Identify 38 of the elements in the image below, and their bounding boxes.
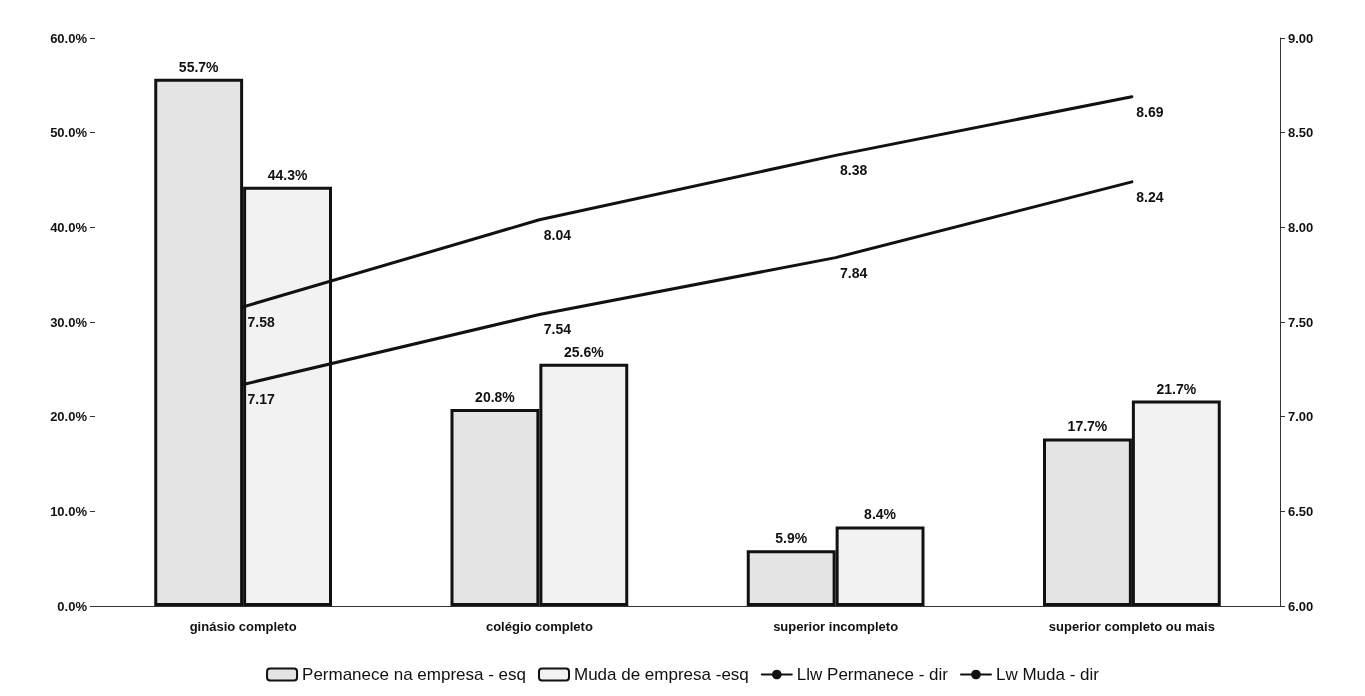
x-tick-label: ginásio completo <box>189 619 297 634</box>
y2-tick-label: 6.00 <box>1288 598 1314 614</box>
data-label: 25.6% <box>563 343 605 360</box>
y2-tick-label: 9.00 <box>1288 30 1314 46</box>
legend-label: Lw Muda - dir <box>995 665 1100 684</box>
data-label: 17.7% <box>1067 418 1108 435</box>
y-tick-label: 20.0% <box>50 409 88 425</box>
x-tick-label: superior incompleto <box>773 619 899 634</box>
data-label: 5.9% <box>775 530 808 547</box>
data-label: 55.7% <box>178 58 220 75</box>
data-label: 8.69 <box>1136 103 1164 120</box>
data-label: 20.8% <box>475 389 516 406</box>
data-label: 44.3% <box>267 166 308 183</box>
y2-tick-label: 8.00 <box>1288 219 1314 235</box>
legend-label: Permanece na empresa - esq <box>302 665 526 684</box>
data-label: 7.17 <box>247 391 275 408</box>
data-label: 7.84 <box>840 264 868 281</box>
x-tick-label: colégio completo <box>485 619 593 634</box>
y-tick-label: 50.0% <box>50 125 88 141</box>
data-label: 21.7% <box>1156 380 1197 397</box>
y-tick-label: 30.0% <box>50 314 88 330</box>
y-tick-label: 10.0% <box>50 503 88 519</box>
y2-tick-label: 8.50 <box>1288 125 1314 141</box>
y-tick-label: 0.0% <box>57 598 88 614</box>
x-tick-label: superior completo ou mais <box>1048 619 1215 634</box>
data-label: 8.24 <box>1136 188 1164 205</box>
data-label: 8.4% <box>864 506 897 523</box>
y-tick-label: 60.0% <box>50 30 88 46</box>
y2-tick-label: 7.50 <box>1288 314 1314 330</box>
legend-label: Llw Permanece - dir <box>796 665 949 684</box>
y2-tick-label: 7.00 <box>1288 409 1314 425</box>
data-label: 7.58 <box>247 313 275 330</box>
data-label: 7.54 <box>543 321 572 338</box>
legend-label: Muda de empresa -esq <box>573 665 749 684</box>
y-tick-label: 40.0% <box>50 219 88 235</box>
data-label: 8.38 <box>840 162 868 179</box>
data-label: 8.04 <box>543 226 572 243</box>
y2-tick-label: 6.50 <box>1288 503 1314 519</box>
